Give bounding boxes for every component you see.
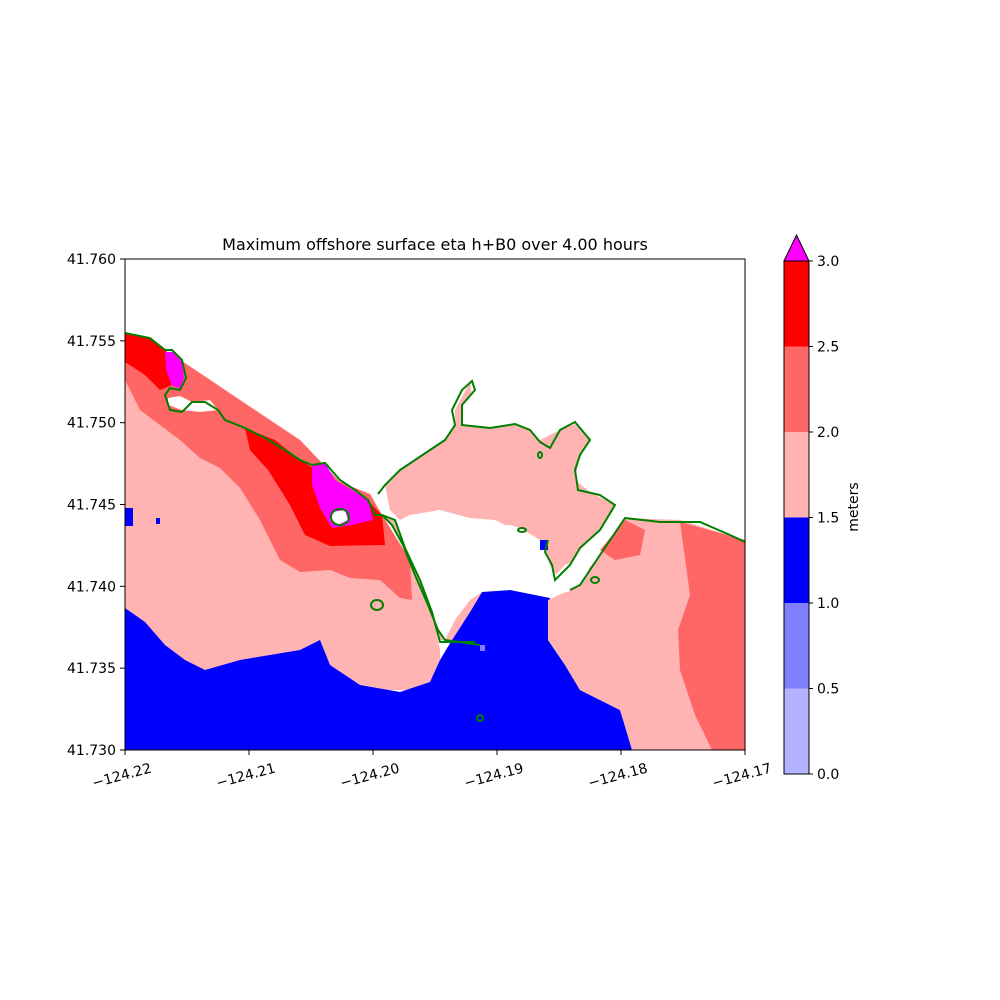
colorbar-tick-label: 0.5: [817, 682, 839, 698]
land-islet-a: [168, 396, 218, 412]
shoreline-islet-b: [370, 599, 384, 611]
colorbar-bin: [784, 346, 809, 432]
shoreline-islet-a: [330, 508, 350, 526]
shoreline-islet-c: [476, 714, 484, 722]
x-tick-label: −124.19: [463, 761, 526, 792]
west-edge-fringe: [125, 508, 133, 526]
land-islet-b: [330, 510, 348, 525]
colorbar-tick-label: 2.0: [817, 425, 839, 441]
harbor-interior-zone: [385, 382, 615, 580]
x-axis: −124.22 −124.21 −124.20 −124.19 −124.18 −124.…: [91, 750, 774, 792]
shoreline-islet-d: [590, 576, 600, 584]
x-tick-label: −124.20: [339, 761, 402, 792]
east-harbor-zone: [600, 520, 645, 560]
y-axis: 41.760 41.755 41.750 41.745 41.740 41.735 41.7…: [67, 252, 125, 759]
shoreline-contour-harbor: [377, 379, 617, 583]
colorbar-extend-arrow: [783, 233, 810, 262]
colorbar-tick-label: 3.0: [817, 254, 839, 270]
x-tick-label: −124.21: [215, 761, 278, 792]
colorbar-tick-label: 1.5: [817, 511, 839, 527]
colorbar-bin: [784, 261, 809, 347]
y-tick-label: 41.745: [67, 498, 116, 514]
shoreline-contour-channel: [381, 514, 475, 643]
y-tick-label: 41.760: [67, 252, 116, 268]
colorbar: 0.0 0.5 1.0 1.5 2.0 2.5 3.0: [783, 233, 839, 783]
south-offshore-zone: [125, 590, 632, 750]
colorbar-tick-label: 2.5: [817, 340, 839, 356]
x-tick-label: −124.22: [91, 761, 154, 792]
west-edge-speck: [156, 518, 160, 524]
y-tick-label: 41.750: [67, 416, 116, 432]
colorbar-bin: [784, 603, 809, 689]
x-tick-label: −124.17: [711, 761, 774, 792]
colorbar-bin: [784, 517, 809, 603]
west-extreme-zone-a: [165, 352, 184, 388]
colorbar-bin: [784, 432, 809, 518]
east-shore-zone: [678, 522, 745, 750]
y-tick-label: 41.740: [67, 579, 116, 595]
harbor-spot-a: [540, 540, 548, 550]
shoreline-contour-main: [125, 332, 481, 646]
y-tick-label: 41.755: [67, 334, 116, 350]
x-tick-label: −124.18: [587, 761, 650, 792]
chart-title: Maximum offshore surface eta h+B0 over 4…: [222, 235, 648, 254]
harbor-spot-b: [480, 645, 485, 651]
y-tick-label: 41.730: [67, 743, 116, 759]
land-harbor-spit: [553, 560, 590, 592]
west-extreme-zone-b: [312, 463, 373, 528]
shoreline-islet-e: [517, 527, 527, 533]
map-area: [125, 332, 745, 750]
y-tick-label: 41.735: [67, 661, 116, 677]
colorbar-tick-label: 1.0: [817, 596, 839, 612]
colorbar-label: meters: [846, 482, 862, 531]
colorbar-tick-label: 0.0: [817, 767, 839, 783]
colorbar-bin: [784, 688, 809, 774]
shoreline-contour-east: [569, 516, 745, 591]
shoreline-islet-f: [537, 451, 543, 459]
